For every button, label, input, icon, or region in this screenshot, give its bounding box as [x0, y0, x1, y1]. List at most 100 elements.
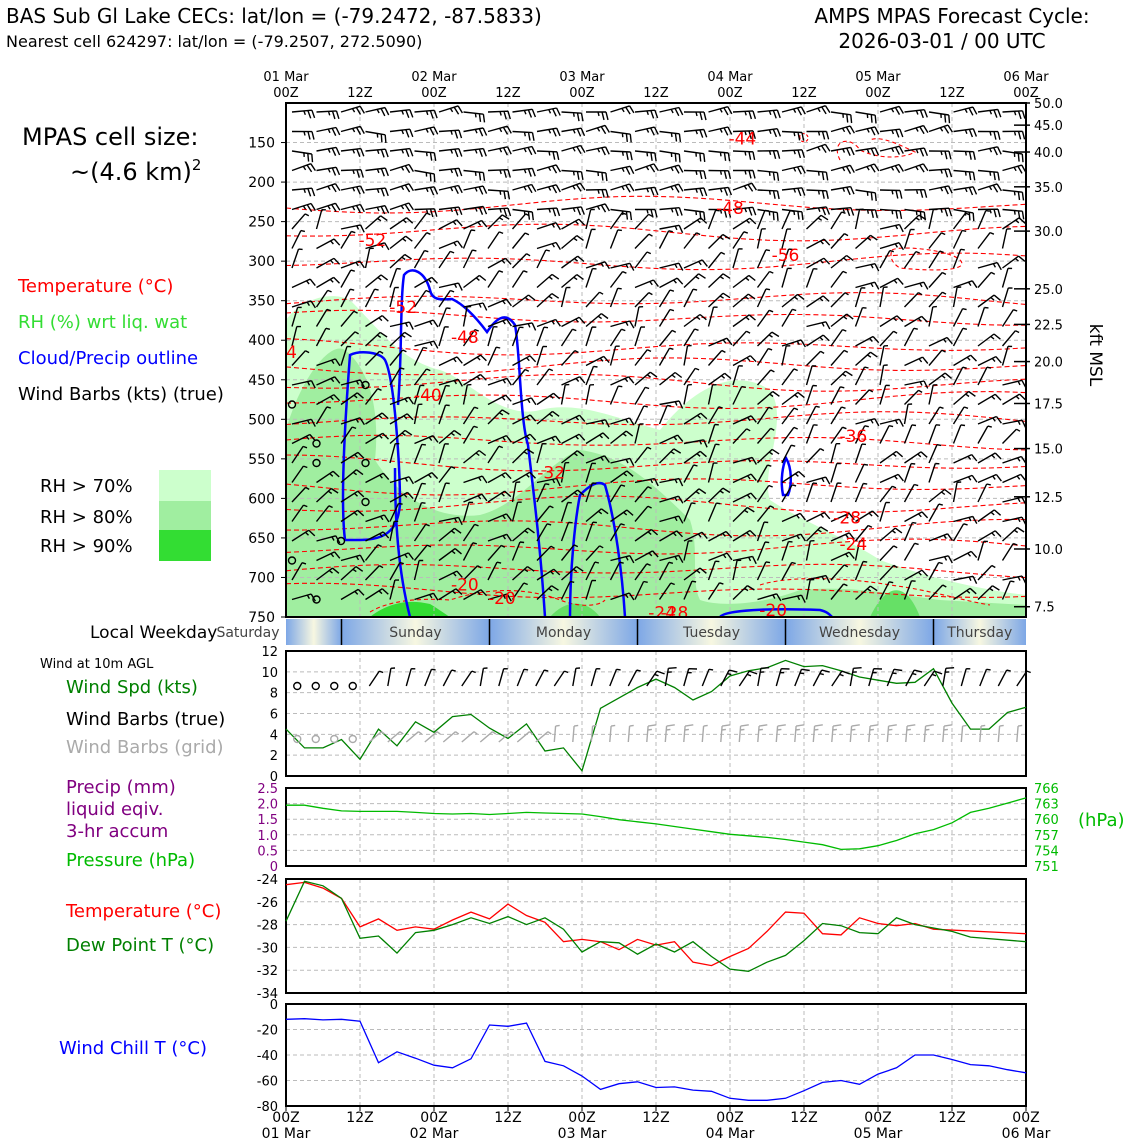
wind-barb [928, 291, 947, 308]
wind-barb [855, 147, 880, 157]
wind-barb [806, 334, 830, 347]
wind-barb [977, 483, 991, 503]
wind-barb [659, 130, 682, 142]
temperature-contour [286, 411, 1026, 426]
wind-barb [365, 412, 389, 425]
top-hour-label: 00Z [717, 86, 743, 101]
y-tick-label: 6 [270, 708, 278, 723]
wind-barb [683, 128, 708, 138]
wind-barb [610, 470, 634, 484]
rh-level-swatch [159, 470, 211, 501]
wind-barb [1001, 542, 1018, 561]
wind-barb-grid [572, 724, 579, 743]
wind-barb [879, 249, 894, 269]
wind-barb [365, 531, 390, 542]
wind-barb-grid [701, 724, 708, 743]
wind-barb [757, 189, 780, 200]
header-subtitle: Nearest cell 624297: lat/lon = (-79.2507… [6, 32, 422, 51]
wind-barb [903, 291, 923, 308]
wind-barb [389, 128, 414, 138]
top-hour-label: 12Z [939, 86, 965, 101]
wind-barb [830, 164, 855, 174]
wind-barb [977, 130, 1001, 140]
wind-barb [756, 369, 775, 386]
pressure-tick-label: 700 [248, 570, 275, 586]
wind-barb [830, 254, 854, 269]
wind-barb [340, 426, 357, 444]
wind-barb [340, 105, 366, 115]
wind-barb [291, 433, 316, 445]
temperature-labels: Temperature (°C) Dew Point T (°C) [65, 901, 221, 956]
wind-barb [977, 355, 1002, 367]
cross-section-panel: -44-48-52-56-52-48-4-40-36-32-28-24-20-2… [248, 97, 1105, 626]
wind-barb [683, 150, 706, 162]
wind-barb-true [516, 668, 529, 687]
bottom-hour-label: 12Z [494, 1110, 521, 1126]
wind-barb-grid [886, 724, 897, 743]
wind-barb [977, 585, 1000, 601]
wind-barb [585, 146, 610, 156]
wind-barb-true [905, 669, 923, 687]
wind-barb [438, 384, 450, 405]
wind-barb [683, 464, 698, 483]
wind-barb [561, 235, 584, 250]
wind-barb [316, 257, 341, 269]
temperature-contour [286, 357, 1026, 376]
wind-barb-true [590, 668, 601, 687]
wind-barb [855, 208, 878, 219]
wind-barb [634, 505, 652, 522]
wind-barb [977, 530, 1002, 542]
wind-barb [756, 347, 773, 366]
wind-barb [683, 531, 708, 542]
wind-barb [707, 560, 720, 581]
wind-barb [732, 248, 743, 269]
wind-barb [977, 306, 989, 327]
wind-barb [536, 345, 548, 366]
wind-barb [414, 471, 439, 484]
wind-barb [707, 349, 726, 366]
wind-barb [463, 449, 487, 464]
wind-barb [756, 427, 775, 444]
wind-barbs-grid-label: Wind Barbs (grid) [66, 737, 224, 758]
top-hour-label: 00Z [421, 86, 447, 101]
wind-barb [953, 280, 978, 289]
wind-barb [316, 470, 340, 484]
wind-barb [585, 326, 597, 347]
wind-barb [414, 435, 439, 445]
wind-barb [634, 371, 658, 386]
wind-barb [806, 238, 831, 250]
wind-barb [487, 125, 512, 135]
wind-barb-true [738, 670, 758, 687]
wind-barb [634, 528, 659, 542]
wind-barb [389, 286, 399, 308]
wind-barb [659, 224, 684, 234]
wind-barb [953, 186, 978, 196]
wind-barb [952, 327, 968, 347]
wind-barb [977, 208, 1001, 218]
wind-barb [463, 475, 488, 484]
wind-barb [805, 578, 815, 600]
wind-barb [879, 277, 904, 289]
wind-barb [462, 229, 476, 249]
wind-barb [658, 230, 673, 249]
wind-barb [781, 106, 806, 116]
wind-barb [340, 310, 358, 327]
temperature-contour [286, 582, 1026, 599]
temperature-contour-label: -52 [358, 231, 386, 251]
wind-barb [855, 281, 880, 290]
wind-barb [805, 424, 818, 444]
wind-barb [340, 169, 364, 178]
wind-barb [757, 169, 780, 181]
wind-barb [953, 169, 976, 181]
wind-barb [316, 551, 341, 562]
wind-barb [487, 593, 512, 602]
wind-barb [977, 146, 1002, 156]
right-tick-label: 763 [1034, 798, 1059, 813]
weekday-band: Local Weekday Saturday Sunday Monday Tuesda… [90, 619, 1026, 645]
wind-barb-true [387, 667, 396, 687]
wind-barb [536, 293, 560, 308]
wind-barb [512, 183, 537, 194]
wind-barb [561, 206, 585, 216]
wind-barb [560, 286, 571, 308]
